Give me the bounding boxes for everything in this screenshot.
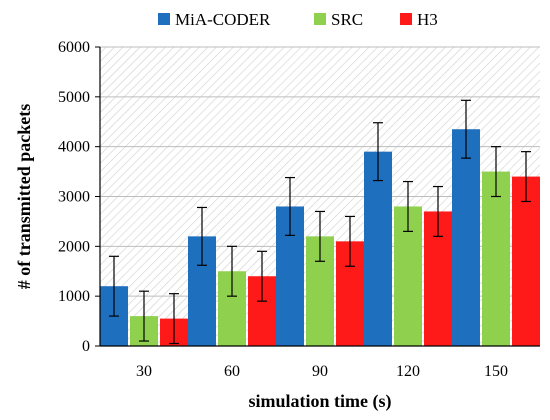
x-axis-title: simulation time (s) [249, 391, 392, 412]
x-tick-label: 60 [224, 363, 240, 380]
bar-h3-150 [512, 176, 540, 346]
legend-swatch [314, 13, 326, 25]
y-tick-label: 6000 [58, 39, 90, 56]
y-tick-label: 2000 [58, 238, 90, 255]
x-tick-label: 120 [396, 363, 420, 380]
legend-label: H3 [417, 10, 438, 29]
bar-src-150 [482, 171, 510, 346]
y-axis-title: # of transmitted packets [14, 104, 34, 289]
y-tick-label: 0 [82, 338, 90, 355]
x-tick-label: 90 [312, 363, 328, 380]
y-tick-label: 1000 [58, 288, 90, 305]
bars [100, 99, 540, 346]
y-tick-label: 3000 [58, 189, 90, 206]
legend: MiA-CODER SRC H3 [158, 10, 438, 29]
legend-swatch [158, 13, 170, 25]
y-tick-label: 5000 [58, 89, 90, 106]
tick-labels: 0 1000 2000 3000 4000 5000 6000 30 60 90 120 150 [58, 39, 508, 380]
legend-label: SRC [331, 10, 363, 29]
legend-swatch [400, 13, 412, 25]
bar-mia-coder-120 [364, 151, 392, 346]
legend-label: MiA-CODER [175, 10, 271, 29]
x-tick-label: 150 [484, 363, 508, 380]
bar-mia-coder-150 [452, 129, 480, 346]
y-tick-label: 4000 [58, 139, 90, 156]
axes [99, 47, 540, 347]
x-tick-label: 30 [136, 363, 152, 380]
